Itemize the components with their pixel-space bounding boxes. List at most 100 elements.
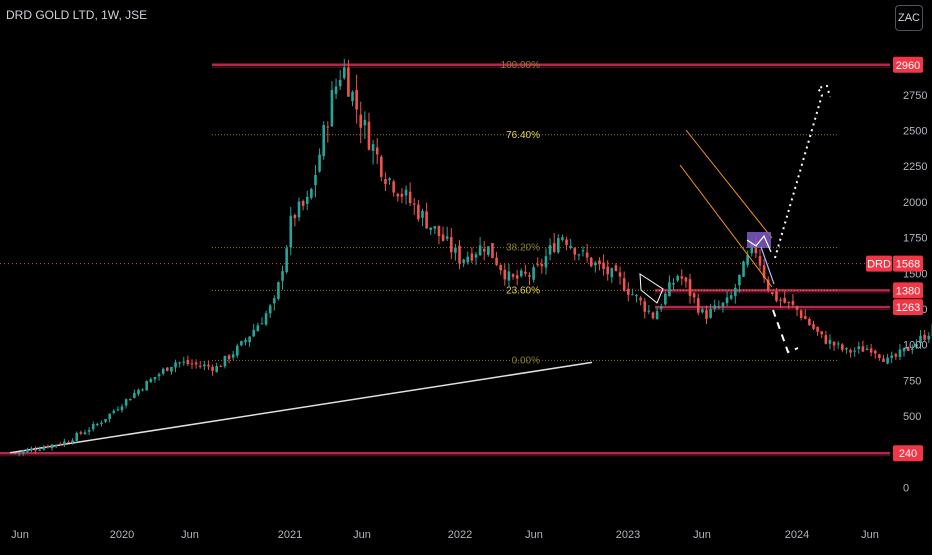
- candle-body: [771, 292, 774, 294]
- candle-body: [265, 313, 268, 324]
- candle-body: [508, 271, 511, 280]
- candle-body: [154, 377, 157, 379]
- candle-body: [808, 319, 811, 325]
- candle-body: [174, 362, 177, 367]
- candle-body: [623, 278, 626, 291]
- candle-body: [557, 238, 560, 252]
- candle-body: [775, 291, 778, 300]
- symbol-title[interactable]: DRD GOLD LTD, 1W, JSE: [6, 8, 147, 22]
- candle-body: [244, 340, 247, 342]
- x-tick-label: Jun: [181, 529, 199, 541]
- fib-level-label: 23.60%: [506, 285, 540, 296]
- candle-body: [516, 275, 519, 278]
- candle-body: [240, 341, 243, 345]
- candle-body: [302, 201, 305, 206]
- projection-box: [747, 232, 771, 248]
- candle-body: [685, 277, 688, 281]
- candle-body: [289, 216, 292, 248]
- candle-body: [680, 276, 683, 278]
- candlesticks: [14, 59, 932, 456]
- candle-body: [359, 115, 362, 128]
- fib-level-label: 0.00%: [512, 355, 540, 366]
- x-tick-label: Jun: [693, 529, 711, 541]
- candle-body: [631, 294, 634, 295]
- candle-body: [396, 194, 399, 196]
- currency-button[interactable]: ZAC: [895, 5, 923, 31]
- candle-body: [306, 197, 309, 204]
- candle-body: [705, 310, 708, 319]
- candle-body: [14, 453, 17, 454]
- candle-body: [224, 356, 227, 366]
- candle-body: [812, 324, 815, 329]
- candle-body: [425, 211, 428, 228]
- candle-body: [582, 250, 585, 251]
- candle-body: [446, 236, 449, 238]
- candle-body: [191, 363, 194, 364]
- candle-body: [248, 337, 251, 343]
- fib-level-label: 76.40%: [506, 130, 540, 141]
- candle-body: [602, 263, 605, 269]
- y-tick-label: 2250: [903, 161, 927, 173]
- candle-body: [635, 295, 638, 296]
- candle-body: [199, 366, 202, 367]
- y-tick-label: 750: [903, 375, 921, 387]
- candle-body: [108, 414, 111, 419]
- candle-body: [615, 265, 618, 271]
- candle-body: [899, 350, 902, 357]
- candle-body: [232, 354, 235, 357]
- candle-body: [252, 330, 255, 336]
- candle-body: [112, 411, 115, 413]
- y-tick-label: 500: [903, 411, 921, 423]
- candle-body: [866, 349, 869, 350]
- candle-body: [298, 201, 301, 217]
- candle-body: [639, 298, 642, 301]
- fib-level-label: 100.00%: [501, 60, 541, 71]
- candle-body: [277, 282, 280, 299]
- candle-body: [890, 355, 893, 358]
- candle-body: [355, 90, 358, 109]
- candle-body: [117, 409, 120, 410]
- candle-body: [55, 445, 58, 446]
- candle-body: [545, 256, 548, 267]
- candle-body: [458, 246, 461, 264]
- candle-body: [668, 282, 671, 296]
- candle-body: [590, 258, 593, 267]
- bearish-projection: [773, 310, 798, 352]
- candle-body: [734, 288, 737, 296]
- candle-body: [499, 265, 502, 270]
- candle-body: [80, 432, 83, 433]
- candle-body: [104, 419, 107, 422]
- candle-body: [541, 264, 544, 266]
- candle-body: [314, 175, 317, 185]
- candle-body: [388, 178, 391, 180]
- candle-body: [672, 283, 675, 284]
- level-badge-text: 2960: [896, 60, 920, 72]
- candle-body: [158, 374, 161, 376]
- candle-body: [573, 248, 576, 254]
- candle-body: [26, 450, 29, 452]
- candle-body: [75, 433, 78, 441]
- candle-body: [322, 125, 325, 156]
- candle-body: [347, 68, 350, 97]
- candle-body: [718, 307, 721, 308]
- candle-body: [121, 406, 124, 410]
- candle-body: [137, 390, 140, 394]
- candle-body: [569, 246, 572, 248]
- candle-body: [722, 303, 725, 307]
- candle-body: [166, 368, 169, 371]
- candle-body: [30, 449, 33, 451]
- candle-body: [849, 350, 852, 353]
- flag-pattern: [640, 274, 663, 303]
- candle-body: [611, 268, 614, 277]
- candle-body: [364, 120, 367, 125]
- candle-body: [318, 155, 321, 172]
- candle-body: [528, 275, 531, 277]
- candle-body: [269, 306, 272, 314]
- candle-body: [133, 393, 136, 398]
- candle-body: [22, 451, 25, 453]
- candle-body: [442, 235, 445, 241]
